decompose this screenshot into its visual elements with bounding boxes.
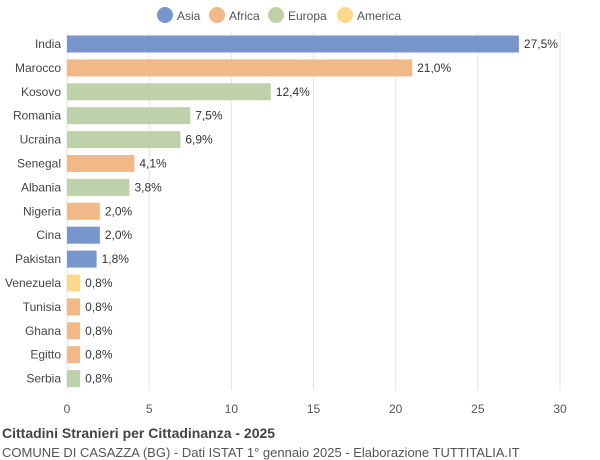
- category-label: Serbia: [26, 372, 61, 386]
- value-label: 0,8%: [85, 300, 113, 314]
- category-label: Cina: [36, 228, 61, 242]
- bar-row: Cina 2,0%: [36, 226, 133, 244]
- x-tick-label: 20: [389, 402, 403, 416]
- x-tick-label: 25: [471, 402, 485, 416]
- bar-egitto: [67, 346, 81, 364]
- category-label: Senegal: [17, 157, 61, 171]
- value-label: 4,1%: [139, 157, 167, 171]
- bar-row: India 27,5%: [35, 35, 558, 53]
- bar-row: Ucraina 6,9%: [20, 131, 213, 149]
- bar-india: [67, 35, 519, 53]
- legend-item-asia: Asia: [157, 7, 201, 23]
- x-tick-label: 10: [225, 402, 239, 416]
- legend-swatch: [209, 7, 225, 23]
- legend-label: America: [357, 9, 401, 23]
- value-label: 2,0%: [105, 228, 133, 242]
- category-label: Nigeria: [23, 204, 61, 218]
- value-label: 21,0%: [417, 61, 451, 75]
- bar-row: Tunisia 0,8%: [23, 298, 113, 316]
- bar-row: Marocco 21,0%: [15, 59, 451, 77]
- bar-row: Serbia 0,8%: [26, 370, 113, 388]
- category-label: Marocco: [15, 61, 61, 75]
- legend-label: Africa: [229, 9, 260, 23]
- category-label: Kosovo: [21, 85, 61, 99]
- bar-venezuela: [67, 274, 81, 292]
- bar-row: Venezuela 0,8%: [5, 274, 113, 292]
- legend-swatch: [337, 7, 353, 23]
- bar-cina: [67, 226, 100, 244]
- bar-marocco: [67, 59, 413, 77]
- category-label: India: [35, 37, 61, 51]
- x-tick-label: 0: [64, 402, 71, 416]
- legend-label: Asia: [177, 9, 201, 23]
- category-label: Egitto: [30, 348, 61, 362]
- bar-ucraina: [67, 131, 181, 149]
- x-tick-label: 15: [307, 402, 321, 416]
- legend-item-europa: Europa: [268, 7, 327, 23]
- value-label: 2,0%: [105, 204, 133, 218]
- category-label: Pakistan: [15, 252, 61, 266]
- value-label: 7,5%: [195, 109, 223, 123]
- value-label: 6,9%: [185, 133, 213, 147]
- bar-row: Nigeria 2,0%: [23, 202, 133, 220]
- value-label: 3,8%: [134, 180, 162, 194]
- bar-ghana: [67, 322, 81, 340]
- bar-row: Kosovo 12,4%: [21, 83, 310, 101]
- category-label: Tunisia: [23, 300, 62, 314]
- chart-subtitle: COMUNE DI CASAZZA (BG) - Dati ISTAT 1° g…: [2, 445, 520, 460]
- bar-chart: Asia Africa Europa America India 27,5% Marocc…: [5, 7, 567, 416]
- legend-item-america: America: [337, 7, 401, 23]
- x-axis-ticks: 0 5 10 15 20 25 30: [64, 402, 567, 416]
- bar-row: Pakistan 1,8%: [15, 250, 130, 268]
- bar-row: Senegal 4,1%: [17, 155, 167, 172]
- bar-row: Albania 3,8%: [21, 178, 162, 196]
- x-tick-label: 5: [146, 402, 153, 416]
- category-label: Ghana: [25, 324, 61, 338]
- bar-row: Ghana 0,8%: [25, 322, 113, 340]
- bar-kosovo: [67, 83, 271, 101]
- category-label: Venezuela: [5, 276, 61, 290]
- bar-serbia: [67, 370, 81, 388]
- legend-swatch: [157, 7, 173, 23]
- value-label: 1,8%: [102, 252, 130, 266]
- bar-pakistan: [67, 250, 97, 268]
- x-tick-label: 30: [553, 402, 567, 416]
- value-label: 0,8%: [85, 348, 113, 362]
- chart-title: Cittadini Stranieri per Cittadinanza - 2…: [2, 425, 276, 441]
- bars: India 27,5% Marocco 21,0% Kosovo 12,4% Romania…: [5, 35, 558, 388]
- value-label: 0,8%: [85, 324, 113, 338]
- legend-swatch: [268, 7, 284, 23]
- legend: Asia Africa Europa America: [157, 7, 401, 23]
- legend-item-africa: Africa: [209, 7, 260, 23]
- bar-row: Egitto 0,8%: [30, 346, 113, 364]
- value-label: 0,8%: [85, 276, 113, 290]
- bar-row: Romania 7,5%: [13, 107, 223, 125]
- value-label: 0,8%: [85, 372, 113, 386]
- bar-tunisia: [67, 298, 81, 316]
- legend-label: Europa: [288, 9, 327, 23]
- category-label: Romania: [13, 109, 61, 123]
- bar-nigeria: [67, 202, 100, 220]
- category-label: Ucraina: [20, 133, 62, 147]
- bar-albania: [67, 178, 130, 196]
- value-label: 12,4%: [276, 85, 310, 99]
- bar-senegal: [67, 155, 135, 172]
- value-label: 27,5%: [524, 37, 558, 51]
- bar-romania: [67, 107, 191, 125]
- category-label: Albania: [21, 180, 61, 194]
